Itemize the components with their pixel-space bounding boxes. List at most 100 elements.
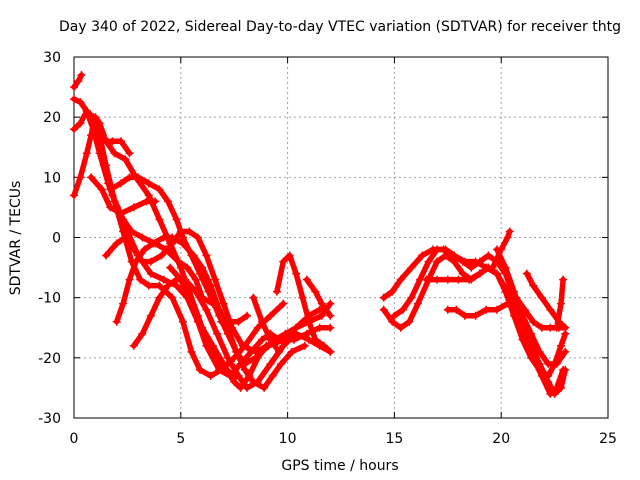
data-point-marker <box>129 203 138 212</box>
data-point-marker <box>537 323 546 332</box>
data-point-marker <box>311 335 320 344</box>
data-point-marker <box>183 263 192 272</box>
data-point-marker <box>475 269 484 278</box>
data-point-marker <box>176 227 185 236</box>
data-point-marker <box>529 317 538 326</box>
data-point-marker <box>155 281 164 290</box>
data-point-marker <box>70 95 78 104</box>
data-point-marker <box>465 275 474 284</box>
data-point-marker <box>178 239 187 248</box>
data-point-marker <box>379 305 388 314</box>
data-point-marker <box>433 257 442 266</box>
data-point-marker <box>475 257 484 266</box>
data-point-marker <box>146 269 155 278</box>
data-point-marker <box>119 227 128 236</box>
data-point-marker <box>413 299 422 308</box>
data-point-marker <box>433 245 442 254</box>
data-point-marker <box>127 227 136 236</box>
data-point-marker <box>144 191 153 200</box>
data-point-marker <box>238 341 247 350</box>
data-series-track-q <box>270 299 335 344</box>
data-point-marker <box>422 275 431 284</box>
data-point-marker <box>270 335 279 344</box>
y-tick-label: 0 <box>52 231 61 247</box>
data-point-marker <box>407 263 416 272</box>
data-point-marker <box>74 77 83 86</box>
series-line <box>131 276 334 391</box>
data-point-marker <box>191 287 200 296</box>
data-point-marker <box>281 329 290 338</box>
data-point-marker <box>253 323 262 332</box>
data-point-marker <box>253 377 262 386</box>
data-point-marker <box>121 155 130 164</box>
data-point-marker <box>396 323 405 332</box>
data-point-marker <box>266 311 275 320</box>
x-tick-label: 25 <box>599 431 617 447</box>
data-point-marker <box>108 191 117 200</box>
data-point-marker <box>379 293 388 302</box>
data-point-marker <box>467 263 476 272</box>
data-point-marker <box>249 293 258 302</box>
data-point-marker <box>219 359 228 368</box>
data-point-marker <box>561 323 570 332</box>
data-point-marker <box>529 281 538 290</box>
data-point-marker <box>452 305 461 314</box>
data-series-track-m <box>217 311 252 326</box>
data-point-marker <box>116 209 125 218</box>
data-point-marker <box>388 287 397 296</box>
data-point-marker <box>185 227 194 236</box>
data-series-track-e <box>82 107 217 308</box>
data-series-track-a <box>70 71 86 92</box>
x-tick-label: 5 <box>176 431 185 447</box>
data-point-marker <box>219 299 228 308</box>
data-point-marker <box>210 275 219 284</box>
data-point-marker <box>398 305 407 314</box>
data-point-marker <box>550 389 559 398</box>
data-point-marker <box>275 347 284 356</box>
data-point-marker <box>119 215 128 224</box>
data-point-marker <box>262 341 271 350</box>
x-tick-label: 10 <box>279 431 297 447</box>
data-series-layer <box>70 71 570 398</box>
data-point-marker <box>232 347 241 356</box>
data-point-marker <box>172 215 181 224</box>
data-point-marker <box>144 281 153 290</box>
data-point-marker <box>317 299 326 308</box>
data-point-marker <box>95 119 104 128</box>
data-point-marker <box>144 179 153 188</box>
data-point-marker <box>522 269 531 278</box>
data-series-track-x <box>492 245 570 368</box>
data-point-marker <box>458 269 467 278</box>
data-point-marker <box>70 125 78 134</box>
data-point-marker <box>546 305 555 314</box>
data-point-marker <box>266 359 275 368</box>
data-point-marker <box>279 341 288 350</box>
data-point-marker <box>559 275 568 284</box>
data-series-track-o <box>272 251 335 356</box>
data-point-marker <box>260 383 269 392</box>
y-tick-label: -10 <box>38 291 61 307</box>
data-point-marker <box>168 233 177 242</box>
data-point-marker <box>234 317 243 326</box>
data-point-marker <box>97 137 106 146</box>
data-point-marker <box>174 257 183 266</box>
data-point-marker <box>159 233 168 242</box>
data-point-marker <box>315 323 324 332</box>
data-point-marker <box>146 257 155 266</box>
data-point-marker <box>418 251 427 260</box>
data-point-marker <box>217 317 226 326</box>
data-point-marker <box>537 293 546 302</box>
data-point-marker <box>503 299 512 308</box>
x-axis-label: GPS time / hours <box>281 458 398 474</box>
data-point-marker <box>187 347 196 356</box>
data-series-track-f <box>97 137 134 158</box>
data-point-marker <box>433 275 442 284</box>
data-point-marker <box>298 293 307 302</box>
data-point-marker <box>503 233 512 242</box>
data-point-marker <box>91 125 100 134</box>
data-point-marker <box>87 173 96 182</box>
data-point-marker <box>138 329 147 338</box>
data-point-marker <box>202 251 211 260</box>
data-point-marker <box>544 377 553 386</box>
